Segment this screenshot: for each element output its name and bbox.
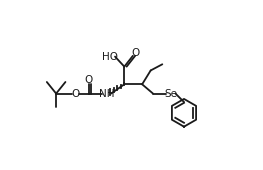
Text: HO: HO — [102, 52, 118, 62]
Text: Se: Se — [164, 89, 177, 99]
Text: O: O — [132, 48, 140, 58]
Text: O: O — [84, 75, 93, 85]
Text: O: O — [71, 89, 80, 99]
Text: NH: NH — [99, 89, 114, 99]
